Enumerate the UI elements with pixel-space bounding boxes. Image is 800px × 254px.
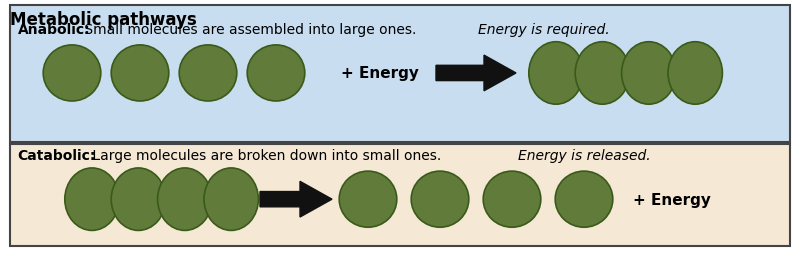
- Ellipse shape: [339, 171, 397, 227]
- Ellipse shape: [483, 171, 541, 227]
- Ellipse shape: [622, 42, 676, 105]
- Ellipse shape: [411, 171, 469, 227]
- Text: Small molecules are assembled into large ones.: Small molecules are assembled into large…: [80, 23, 421, 37]
- Text: Metabolic pathways: Metabolic pathways: [10, 11, 196, 29]
- Text: Large molecules are broken down into small ones.: Large molecules are broken down into sma…: [88, 149, 446, 163]
- FancyArrow shape: [260, 182, 332, 217]
- Ellipse shape: [111, 46, 169, 102]
- Ellipse shape: [668, 42, 722, 105]
- Ellipse shape: [179, 46, 237, 102]
- Ellipse shape: [158, 168, 212, 231]
- Text: Catabolic:: Catabolic:: [18, 149, 96, 163]
- Text: + Energy: + Energy: [341, 66, 419, 81]
- FancyArrow shape: [436, 56, 516, 91]
- Ellipse shape: [43, 46, 101, 102]
- Ellipse shape: [65, 168, 119, 231]
- Ellipse shape: [529, 42, 583, 105]
- Ellipse shape: [575, 42, 630, 105]
- FancyBboxPatch shape: [10, 6, 790, 142]
- Text: Anabolic:: Anabolic:: [18, 23, 90, 37]
- Text: Energy is required.: Energy is required.: [478, 23, 610, 37]
- FancyBboxPatch shape: [10, 145, 790, 246]
- Ellipse shape: [204, 168, 258, 231]
- Text: + Energy: + Energy: [633, 192, 711, 207]
- Ellipse shape: [111, 168, 166, 231]
- Ellipse shape: [247, 46, 305, 102]
- Ellipse shape: [555, 171, 613, 227]
- Text: Energy is released.: Energy is released.: [518, 149, 650, 163]
